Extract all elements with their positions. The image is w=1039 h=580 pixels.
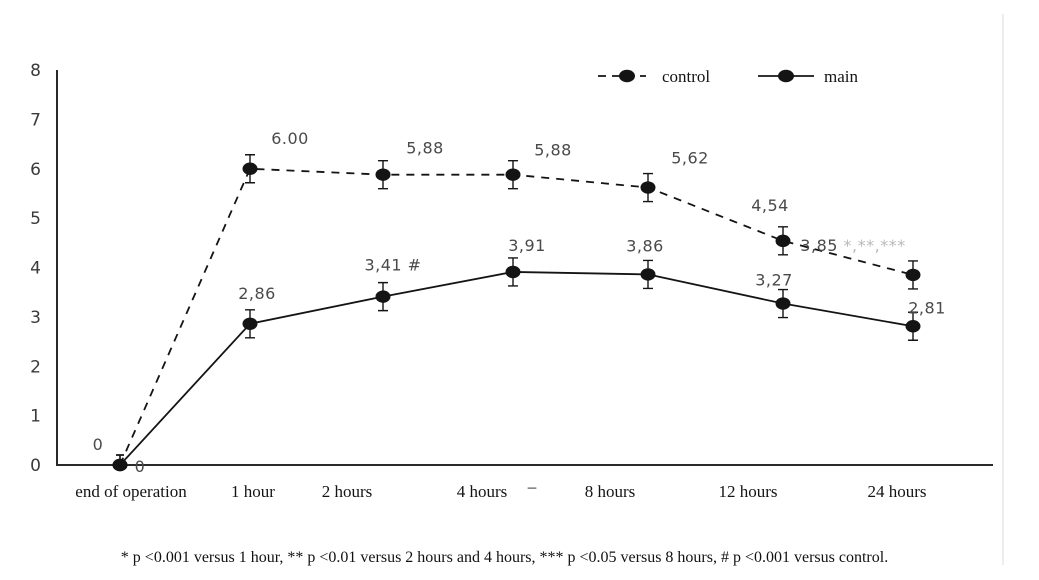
series-main: 0 2,86 3,41 # 3,91 3,86 3,27 2,81 <box>112 236 946 476</box>
point-value-label: 4,54 <box>751 196 789 215</box>
data-point-control <box>905 268 921 282</box>
data-point-main <box>242 317 258 330</box>
x-category-label: 4 hours <box>457 482 508 501</box>
point-value-label: 2,81 <box>908 298 946 317</box>
y-tick-label: 6 <box>30 160 41 180</box>
x-category-label: 8 hours <box>585 482 636 501</box>
legend-label-control: control <box>662 67 710 86</box>
data-point-control <box>505 168 521 181</box>
point-value-label: 0 <box>93 435 104 454</box>
data-point-main <box>112 458 128 472</box>
data-point-control <box>242 162 258 175</box>
axes <box>56 70 993 466</box>
y-tick-label: 2 <box>30 357 41 377</box>
legend: control main <box>598 67 858 86</box>
y-tick-label: 0 <box>30 456 41 476</box>
series-control: 0 6.00 5,88 5,88 5,62 4,54 3,85 *,**,*** <box>93 129 921 472</box>
y-tick-label: 1 <box>30 407 41 427</box>
x-category-label: end of operation <box>75 482 187 501</box>
point-value-label: 2,86 <box>238 284 276 303</box>
data-point-control <box>640 181 656 194</box>
point-value-label: 5,62 <box>671 149 709 168</box>
axis-stray-dash: – <box>527 477 537 496</box>
data-point-control <box>375 168 391 181</box>
y-tick-label: 4 <box>30 259 41 279</box>
point-value-label: 3,86 <box>626 236 664 255</box>
y-tick-label: 8 <box>30 61 41 81</box>
x-category-label: 12 hours <box>718 482 777 501</box>
point-value-label: 0 <box>135 457 146 476</box>
legend-main-marker <box>778 69 794 83</box>
legend-control-marker <box>619 69 635 83</box>
data-point-main <box>375 290 391 303</box>
x-axis-category-labels: end of operation 1 hour 2 hours 4 hours 8 ho… <box>75 477 926 501</box>
series-line-control <box>119 167 914 466</box>
y-axis-tick-labels: 0 1 2 3 4 5 6 7 8 <box>30 61 41 476</box>
point-value-label: 5,88 <box>534 141 572 160</box>
chart-footnote: * p <0.001 versus 1 hour, ** p <0.01 ver… <box>120 549 889 566</box>
x-category-label: 1 hour <box>231 482 275 501</box>
x-category-label: 2 hours <box>322 482 373 501</box>
data-point-main <box>775 297 791 310</box>
point-value-label: 3,41 # <box>364 256 421 275</box>
data-point-main <box>640 268 656 281</box>
y-tick-label: 7 <box>30 110 41 130</box>
x-category-label: 24 hours <box>867 482 926 501</box>
point-value-label: 3,91 <box>508 236 546 255</box>
data-point-main <box>505 265 521 279</box>
point-value-label: 5,88 <box>406 139 444 158</box>
y-tick-label: 5 <box>30 209 41 229</box>
page-edge-line <box>1002 14 1004 565</box>
point-value-label: 3,85 *,**,*** <box>800 236 905 255</box>
significance-asterisks: *,**,*** <box>844 236 906 255</box>
point-value-label: 3,27 <box>755 271 793 290</box>
data-point-control <box>775 234 791 248</box>
point-value-label: 6.00 <box>271 129 309 148</box>
legend-label-main: main <box>824 67 858 86</box>
data-point-main <box>905 320 921 333</box>
y-tick-label: 3 <box>30 308 41 328</box>
line-chart: 0 1 2 3 4 5 6 7 8 end of operation 1 hour 2 hours 4 … <box>30 61 993 501</box>
